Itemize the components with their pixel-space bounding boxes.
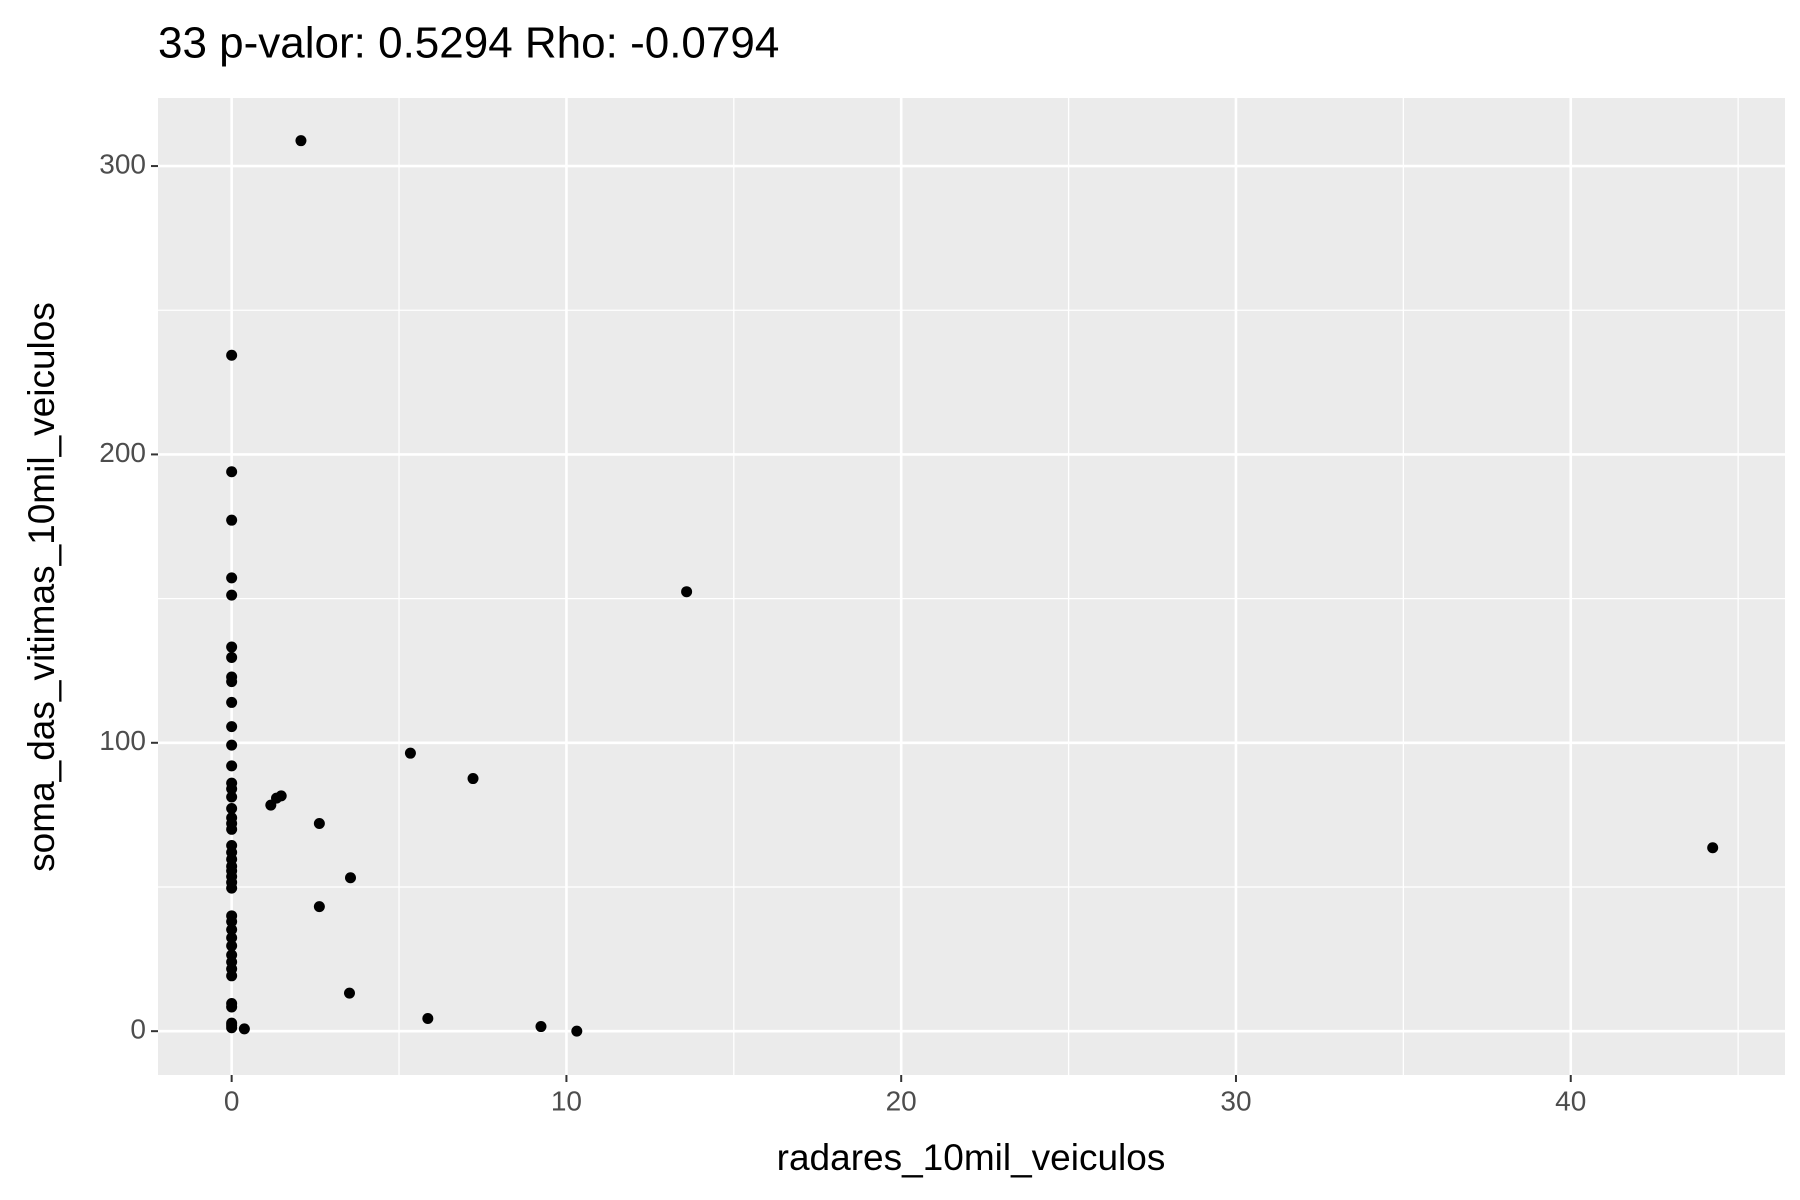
x-tick-label: 20: [886, 1085, 917, 1116]
point: [681, 586, 693, 598]
point: [226, 783, 238, 795]
y-tick-label: 200: [99, 437, 146, 468]
point: [226, 651, 238, 663]
y-tick-label: 0: [130, 1014, 146, 1045]
point: [226, 791, 238, 803]
point: [344, 872, 356, 884]
point: [275, 790, 287, 802]
x-tick-label: 10: [551, 1085, 582, 1116]
point: [226, 760, 238, 772]
point: [226, 1001, 238, 1013]
point: [571, 1025, 583, 1037]
point: [226, 349, 238, 361]
point: [226, 924, 238, 936]
x-axis-label: radares_10mil_veiculos: [777, 1137, 1166, 1178]
point: [467, 773, 479, 785]
point: [295, 135, 307, 147]
point: [226, 739, 238, 751]
point: [226, 940, 238, 952]
point: [226, 970, 238, 982]
point: [226, 932, 238, 944]
point: [404, 747, 416, 759]
point: [226, 466, 238, 478]
point: [226, 882, 238, 894]
point: [313, 901, 325, 913]
point: [226, 916, 238, 928]
point: [238, 1023, 250, 1035]
point: [226, 803, 238, 815]
point: [226, 676, 238, 688]
point: [226, 572, 238, 584]
point: [226, 641, 238, 653]
point: [422, 1012, 434, 1024]
point: [535, 1021, 547, 1033]
x-tick-label: 30: [1220, 1085, 1251, 1116]
point: [226, 1019, 238, 1031]
plot-panel: [158, 98, 1785, 1075]
point: [226, 823, 238, 835]
point: [226, 514, 238, 526]
x-tick-label: 0: [224, 1085, 240, 1116]
y-axis-label: soma_das_vitimas_10mil_veiculos: [21, 302, 62, 872]
point: [226, 721, 238, 733]
x-tick-label: 40: [1555, 1085, 1586, 1116]
point: [1707, 842, 1719, 854]
point: [226, 696, 238, 708]
y-tick-label: 300: [99, 148, 146, 179]
y-tick-label: 100: [99, 725, 146, 756]
point: [343, 987, 355, 999]
point: [226, 589, 238, 601]
point: [313, 818, 325, 830]
chart-title: 33 p-valor: 0.5294 Rho: -0.0794: [158, 19, 779, 68]
